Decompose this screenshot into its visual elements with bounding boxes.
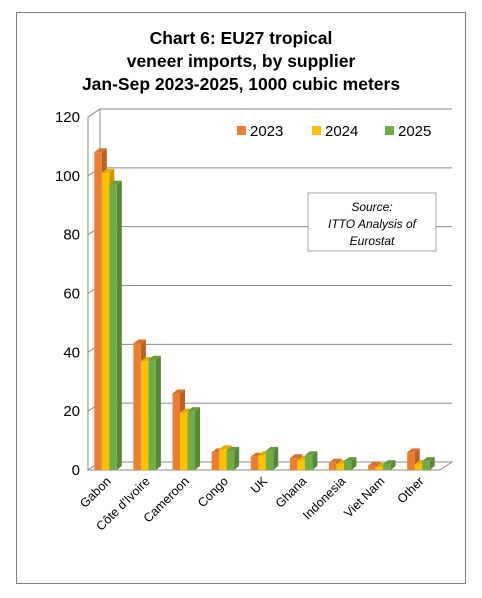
y-tick-label: 80 — [63, 227, 80, 244]
chart-title: Chart 6: EU27 tropical veneer imports, b… — [17, 27, 465, 96]
gridline — [87, 167, 452, 177]
bar — [343, 457, 357, 470]
bar — [187, 407, 201, 470]
y-tick-label: 120 — [55, 109, 80, 126]
x-tick-label: Indonesia — [300, 474, 348, 522]
bar — [383, 460, 396, 470]
source-box-border — [307, 192, 437, 252]
y-tick-label: 40 — [63, 344, 80, 361]
chart-title-line-3: Jan-Sep 2023-2025, 1000 cubic meters — [81, 74, 401, 94]
x-tick-label: UK — [248, 474, 271, 497]
gridline — [87, 285, 452, 294]
legend-swatch-2024 — [312, 126, 321, 135]
legend-label-2025: 2025 — [398, 123, 431, 140]
x-tick-label: Congo — [195, 474, 231, 510]
legend-swatch-2025 — [385, 126, 394, 135]
legend-label-2023: 2023 — [250, 123, 283, 140]
y-tick-label: 100 — [55, 168, 80, 185]
source-line-2: ITTO Analysis of — [328, 217, 418, 231]
gridline — [87, 108, 452, 118]
bar — [226, 446, 240, 470]
legend-swatch-2023 — [237, 126, 246, 135]
legend-label-2024: 2024 — [325, 123, 358, 140]
x-tick-label: Other — [395, 474, 427, 506]
y-tick-label: 60 — [63, 286, 80, 303]
source-annotation: Source: ITTO Analysis of Eurostat — [307, 192, 437, 252]
bar — [422, 457, 435, 470]
x-tick-label: Viet Nam — [341, 474, 387, 520]
y-tick-label: 20 — [63, 403, 80, 420]
bar-layer — [94, 148, 435, 471]
bar — [109, 180, 122, 471]
chart-title-line-2: veneer imports, by supplier — [126, 51, 356, 71]
x-tick-label: Gabon — [77, 474, 113, 510]
bar — [304, 451, 318, 470]
legend: 2023 2024 2025 — [237, 123, 431, 140]
chart-title-line-1: Chart 6: EU27 tropical — [149, 28, 333, 48]
bar — [265, 446, 279, 470]
y-tick-label: 0 — [72, 462, 80, 479]
source-line-3: Eurostat — [350, 234, 395, 248]
source-line-1: Source: — [351, 200, 392, 214]
chart-frame: Chart 6: EU27 tropical veneer imports, b… — [16, 12, 466, 584]
x-tick-label: Ghana — [273, 474, 309, 510]
bar — [148, 355, 161, 470]
